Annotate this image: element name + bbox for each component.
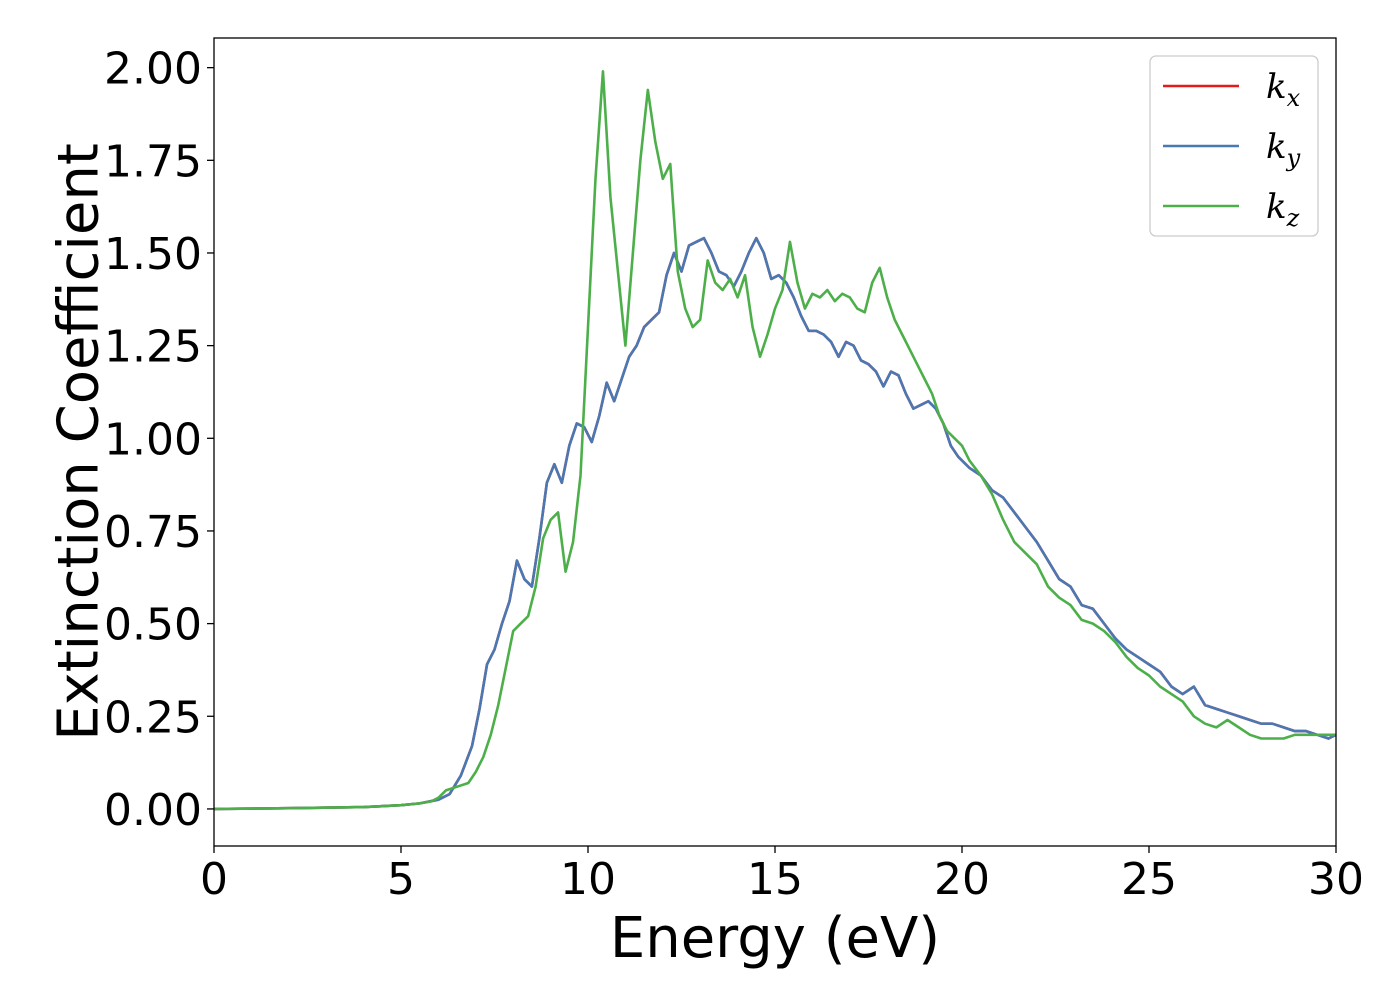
- legend-label-base: k: [1266, 187, 1287, 227]
- legend-label-k-y: ky: [1266, 127, 1301, 172]
- y-tick-label: 1.00: [104, 414, 202, 465]
- y-tick-label: 0.25: [104, 692, 202, 743]
- x-axis-label: Energy (eV): [610, 906, 940, 971]
- series-line-k-y: [214, 236, 1336, 811]
- x-tick-label: 20: [934, 854, 990, 905]
- y-tick-label: 0.00: [104, 785, 202, 836]
- legend-label-k-x: kx: [1266, 67, 1301, 112]
- legend-label-subscript: y: [1286, 144, 1301, 172]
- y-tick-label: 1.25: [104, 322, 202, 373]
- y-tick-label: 2.00: [104, 44, 202, 95]
- legend-label-k-z: kz: [1266, 187, 1300, 232]
- x-tick-label: 15: [747, 854, 803, 905]
- series-line-k-z: [214, 70, 1336, 811]
- legend-label-base: k: [1266, 127, 1287, 167]
- y-tick-label: 0.75: [104, 507, 202, 558]
- x-tick-label: 25: [1121, 854, 1177, 905]
- series-layer: [214, 70, 1336, 811]
- y-tick-label: 0.50: [104, 600, 202, 651]
- y-tick-label: 1.75: [104, 136, 202, 187]
- y-ticks: 0.00 0.25 0.50 0.75 1.00 1.25 1.50 1.75 2.00: [104, 44, 214, 836]
- y-axis-label: Extinction Coefficient: [47, 143, 112, 741]
- x-tick-label: 30: [1308, 854, 1364, 905]
- legend-label-base: k: [1266, 67, 1287, 107]
- x-tick-label: 10: [560, 854, 616, 905]
- x-tick-label: 5: [387, 854, 415, 905]
- x-tick-label: 0: [200, 854, 228, 905]
- x-ticks: 0 5 10 15 20 25 30: [200, 846, 1364, 905]
- legend-label-subscript: x: [1287, 84, 1301, 112]
- legend-label-subscript: z: [1286, 204, 1300, 232]
- y-tick-label: 1.50: [104, 229, 202, 280]
